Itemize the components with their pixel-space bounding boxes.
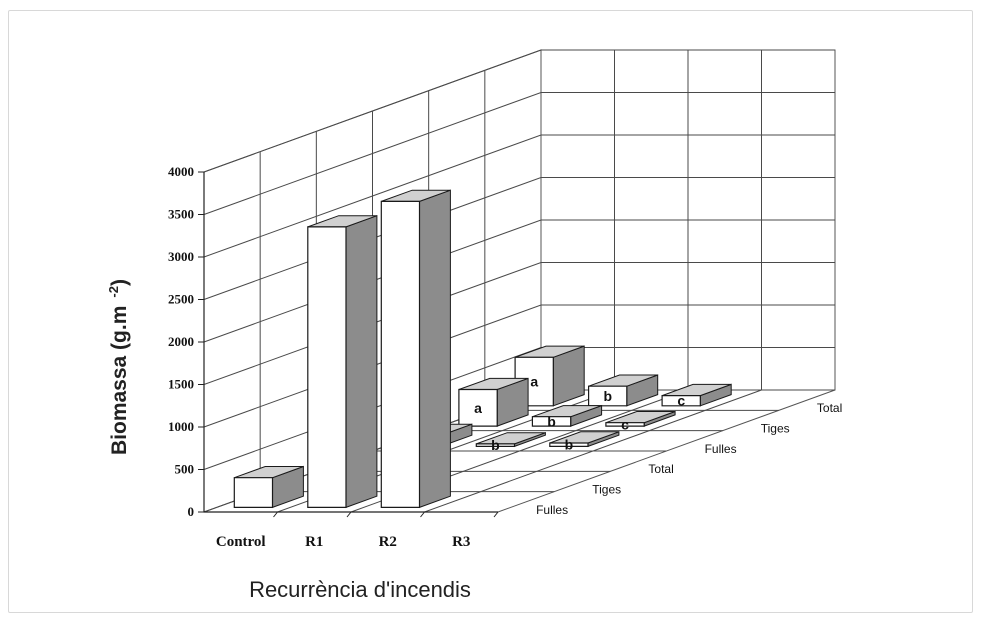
bar: b bbox=[587, 374, 659, 407]
bar bbox=[380, 189, 451, 509]
bar-front-face bbox=[661, 395, 701, 407]
y-axis-title: Biomassa (g.m-2) bbox=[106, 279, 131, 455]
bar: b bbox=[549, 431, 620, 453]
bar: c bbox=[661, 383, 732, 409]
y-tick-label: 4000 bbox=[168, 164, 194, 179]
bar bbox=[233, 465, 304, 509]
x-category-label: R2 bbox=[379, 534, 397, 550]
bar-data-label: b bbox=[565, 437, 574, 453]
depth-category-label: Fulles bbox=[536, 503, 568, 517]
bar: a bbox=[458, 377, 529, 427]
bar-data-label: c bbox=[677, 393, 685, 409]
depth-category-label: Total bbox=[648, 462, 673, 476]
bar-front-face bbox=[475, 443, 516, 447]
y-axis-ticks: 0 500 1000 1500 2000 2500 3000 3500 4000 bbox=[168, 164, 204, 519]
bar-side-face bbox=[419, 189, 451, 509]
bar-front-face bbox=[605, 422, 645, 427]
x-axis-category-labels: Control R1 R2 R3 bbox=[216, 511, 499, 550]
bar-data-label: a bbox=[474, 400, 482, 416]
bar-front-face bbox=[549, 442, 589, 447]
depth-category-label: Total bbox=[817, 401, 842, 415]
bar-side-face bbox=[345, 214, 378, 509]
bar-series: abcabcabb bbox=[233, 189, 732, 509]
chart-frame bbox=[8, 10, 973, 613]
x-tick-mark bbox=[346, 511, 352, 518]
x-category-label: Control bbox=[216, 534, 266, 550]
y-tick-label: 1500 bbox=[168, 377, 194, 392]
bar-data-label: b bbox=[603, 388, 612, 404]
y-tick-label: 0 bbox=[188, 504, 195, 519]
y-tick-label: 2000 bbox=[168, 334, 194, 349]
depth-axis-labels: Fulles Tiges Total Fulles Tiges Total bbox=[536, 401, 842, 517]
depth-category-label: Tiges bbox=[761, 422, 790, 436]
x-tick-mark bbox=[493, 511, 499, 518]
bar-front-face bbox=[233, 477, 274, 508]
bar bbox=[307, 214, 378, 509]
bar-front-face bbox=[458, 388, 498, 427]
floor-gridline bbox=[424, 389, 762, 513]
x-category-label: R3 bbox=[452, 534, 470, 550]
y-tick-label: 3500 bbox=[168, 207, 194, 222]
bar-front-face bbox=[307, 226, 347, 508]
bar: b bbox=[531, 404, 603, 429]
bar: b bbox=[475, 431, 546, 453]
bar-front-face bbox=[587, 385, 628, 407]
bar-data-label: b bbox=[547, 413, 556, 429]
bar-data-label: b bbox=[491, 437, 500, 453]
y-tick-label: 500 bbox=[175, 462, 195, 477]
depth-category-label: Fulles bbox=[705, 442, 737, 456]
bar-front-face bbox=[380, 200, 421, 508]
x-category-label: R1 bbox=[305, 534, 323, 550]
y-tick-label: 3000 bbox=[168, 249, 194, 264]
y-tick-label: 2500 bbox=[168, 292, 194, 307]
depth-category-label: Tiges bbox=[592, 483, 621, 497]
y-tick-label: 1000 bbox=[168, 419, 194, 434]
bar-data-label: a bbox=[530, 374, 538, 390]
x-axis-title: Recurrència d'incendis bbox=[249, 577, 471, 602]
bar-front-face bbox=[531, 416, 572, 427]
bar-data-label: c bbox=[621, 416, 629, 432]
x-tick-mark bbox=[420, 511, 425, 518]
bar: c bbox=[605, 410, 676, 432]
x-tick-mark bbox=[273, 511, 278, 518]
